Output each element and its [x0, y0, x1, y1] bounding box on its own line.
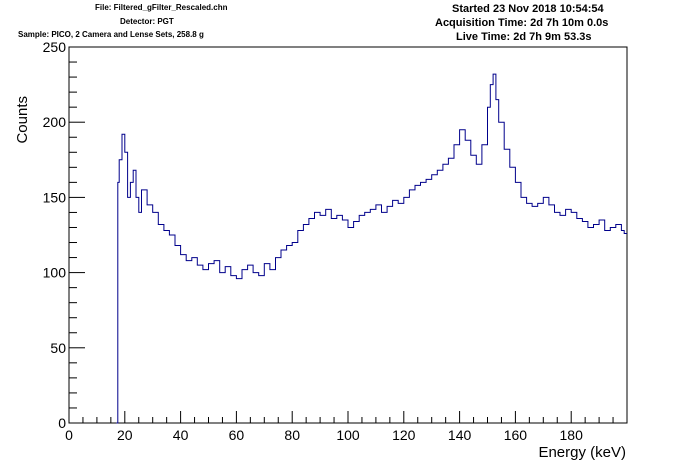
- x-tick-label: 60: [229, 427, 245, 443]
- x-tick-label: 120: [392, 427, 416, 443]
- y-tick-label: 200: [43, 114, 67, 130]
- x-tick-label: 180: [560, 427, 584, 443]
- detector-label: Detector: PGT: [120, 17, 174, 26]
- sample-label: Sample: PICO, 2 Camera and Lense Sets, 2…: [18, 30, 204, 39]
- plot-frame: [68, 46, 628, 424]
- acquisition-time-label: Acquisition Time: 2d 7h 10m 0.0s: [435, 17, 609, 29]
- x-tick-label: 20: [117, 427, 133, 443]
- x-tick-label: 80: [284, 427, 300, 443]
- x-tick-label: 40: [173, 427, 189, 443]
- x-axis-title: Energy (keV): [538, 444, 626, 461]
- live-time-label: Live Time: 2d 7h 9m 53.3s: [456, 31, 592, 43]
- file-name-label: File: Filtered_gFilter_Rescaled.chn: [95, 3, 228, 12]
- y-axis-title: Counts: [14, 96, 31, 144]
- y-tick-label: 250: [43, 39, 67, 55]
- y-tick-label: 0: [58, 415, 66, 431]
- x-tick-label: 140: [448, 427, 472, 443]
- x-tick-label: 160: [504, 427, 528, 443]
- y-tick-label: 100: [43, 265, 67, 281]
- y-tick-label: 150: [43, 189, 67, 205]
- x-tick-label: 0: [65, 427, 73, 443]
- spectrum-series-line: [116, 73, 627, 424]
- x-tick-label: 100: [336, 427, 360, 443]
- y-tick-label: 50: [50, 340, 66, 356]
- start-time-label: Started 23 Nov 2018 10:54:54: [452, 3, 604, 15]
